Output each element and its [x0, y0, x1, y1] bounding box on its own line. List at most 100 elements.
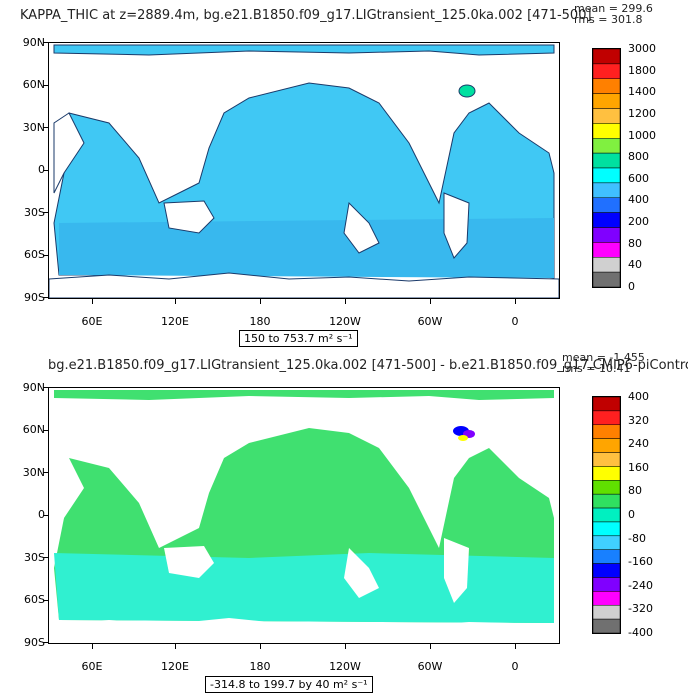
top-lon-60e: 60E: [81, 315, 103, 328]
top-colorbar-label: 0: [628, 280, 635, 293]
top-lat-60s: 60S: [24, 248, 45, 261]
top-colorbar-label: 600: [628, 171, 649, 185]
lat-tick: [43, 387, 49, 388]
bottom-colorbar-swatch: [592, 424, 621, 439]
bottom-lon-120e: 120E: [161, 660, 189, 673]
bottom-colorbar-swatch: [592, 466, 621, 481]
top-colorbar-swatch: [592, 212, 621, 228]
bottom-colorbar-swatch: [592, 410, 621, 426]
bottom-lat-30n: 30N: [22, 466, 45, 479]
top-colorbar-swatch: [592, 48, 621, 65]
bottom-colorbar-label: 0: [628, 508, 635, 521]
lon-tick: [92, 298, 93, 304]
lat-tick: [43, 42, 49, 43]
top-lat-90n: 90N: [22, 36, 45, 49]
top-title: KAPPA_THIC at z=2889.4m, bg.e21.B1850.f0…: [20, 8, 592, 23]
lat-tick: [43, 84, 49, 86]
bottom-colorbar-swatch: [592, 438, 621, 453]
lon-tick: [515, 643, 516, 649]
top-lon-120e: 120E: [161, 315, 189, 328]
bottom-colorbar: [592, 396, 621, 634]
lat-tick: [43, 514, 49, 516]
top-lat-0: 0: [38, 163, 45, 176]
top-lon-120w: 120W: [329, 315, 361, 328]
top-colorbar-swatch: [592, 257, 621, 273]
bottom-lat-0: 0: [38, 508, 45, 521]
lon-tick: [430, 298, 431, 304]
lon-tick: [430, 643, 431, 649]
bottom-lon-60w: 60W: [417, 660, 443, 673]
lon-tick: [515, 298, 516, 304]
top-lon-180: 180: [249, 315, 271, 328]
lon-tick: [345, 298, 346, 304]
lat-tick: [43, 297, 49, 298]
bottom-colorbar-label: 320: [628, 413, 649, 427]
top-colorbar-label: 400: [628, 193, 649, 207]
bottom-colorbar-swatch: [592, 493, 621, 509]
bottom-lon-0: 0: [511, 660, 519, 673]
bottom-colorbar-label: -320: [628, 602, 653, 616]
bottom-colorbar-label: -80: [628, 531, 646, 545]
bottom-colorbar-label: -160: [628, 555, 653, 569]
top-colorbar-label: 800: [628, 150, 649, 164]
bottom-lon-60e: 60E: [81, 660, 103, 673]
bottom-colorbar-label: 240: [628, 437, 649, 451]
bottom-colorbar-swatch: [592, 604, 621, 620]
bottom-lat-60n: 60N: [22, 423, 45, 436]
top-colorbar-swatch: [592, 63, 621, 79]
top-colorbar-swatch: [592, 242, 621, 258]
top-colorbar-swatch: [592, 108, 621, 124]
bottom-lat-30s: 30S: [24, 551, 45, 564]
top-lon-0: 0: [511, 315, 519, 328]
top-colorbar-swatch: [592, 152, 621, 169]
top-lat-60n: 60N: [22, 78, 45, 91]
top-lat-30n: 30N: [22, 121, 45, 134]
bottom-colorbar-swatch: [592, 563, 621, 578]
bottom-colorbar-swatch: [592, 521, 621, 537]
top-lat-30s: 30S: [24, 206, 45, 219]
lat-tick: [43, 429, 49, 431]
lat-tick: [43, 254, 49, 256]
top-map: [48, 42, 560, 299]
lat-tick: [43, 212, 49, 213]
lat-tick: [43, 642, 49, 643]
top-colorbar-label: 40: [628, 258, 642, 272]
lon-tick: [260, 643, 261, 649]
lon-tick: [92, 643, 93, 649]
bottom-mean: mean = -1.455: [562, 351, 645, 364]
top-mean: mean = 299.6: [574, 2, 653, 15]
top-colorbar-swatch: [592, 227, 621, 243]
top-map-field: [49, 44, 559, 298]
top-rms: rms = 301.8: [574, 13, 643, 26]
top-lon-60w: 60W: [417, 315, 443, 328]
bottom-colorbar-swatch: [592, 396, 621, 412]
bottom-range-box: -314.8 to 199.7 by 40 m² s⁻¹: [205, 676, 373, 693]
bottom-colorbar-label: 160: [628, 460, 649, 474]
lat-tick: [43, 599, 49, 601]
lon-tick: [175, 298, 176, 304]
top-colorbar-swatch: [592, 138, 621, 154]
bottom-colorbar-label: 400: [628, 390, 649, 403]
top-lat-90s: 90S: [24, 291, 45, 304]
top-colorbar-swatch: [592, 271, 621, 288]
bottom-lat-90s: 90S: [24, 636, 45, 649]
lat-tick: [43, 472, 49, 473]
top-colorbar-label: 1800: [628, 63, 656, 77]
bottom-map-field: [49, 390, 559, 643]
lon-tick: [175, 643, 176, 649]
top-colorbar-swatch: [592, 197, 621, 213]
bottom-colorbar-swatch: [592, 535, 621, 550]
top-colorbar-swatch: [592, 167, 621, 184]
top-colorbar-label: 1400: [628, 85, 656, 99]
lon-tick: [260, 298, 261, 304]
top-colorbar-swatch: [592, 123, 621, 139]
top-colorbar-swatch: [592, 78, 621, 94]
bottom-colorbar-label: -240: [628, 578, 653, 592]
lat-tick: [43, 127, 49, 128]
top-colorbar-label: 200: [628, 215, 649, 229]
top-colorbar-label: 1000: [628, 128, 656, 142]
bottom-title: bg.e21.B1850.f09_g17.LIGtransient_125.0k…: [48, 358, 688, 373]
bottom-colorbar-swatch: [592, 452, 621, 467]
bottom-colorbar-label: -400: [628, 626, 653, 639]
bottom-colorbar-swatch: [592, 577, 621, 592]
